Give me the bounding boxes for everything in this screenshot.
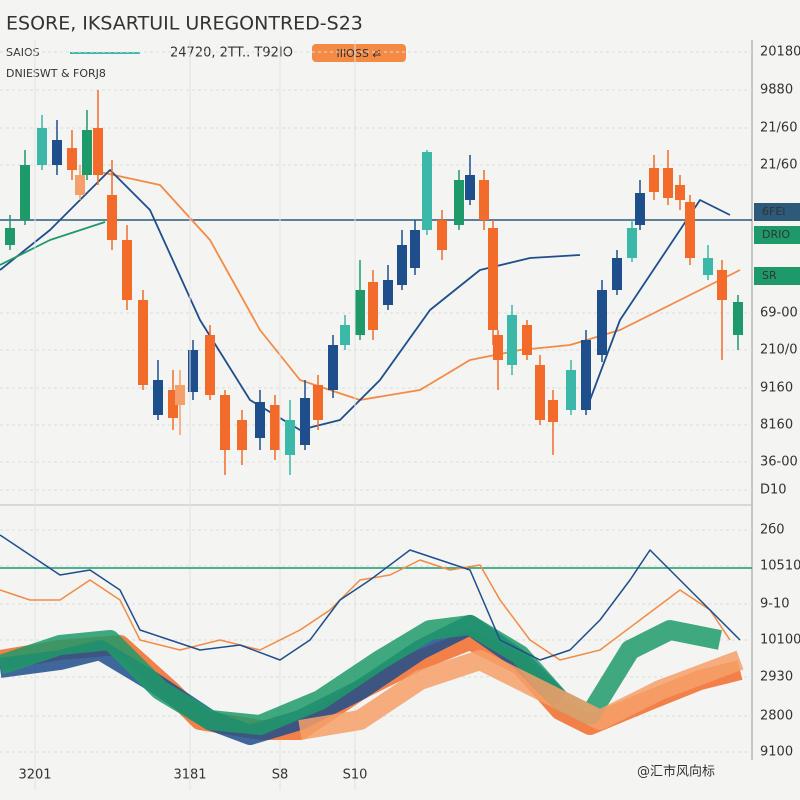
candle-body — [597, 290, 607, 355]
moving-average — [99, 171, 741, 401]
candle-body — [612, 258, 622, 290]
candle-body — [75, 175, 85, 195]
y-tick-label: 2800 — [760, 709, 793, 724]
candle-body — [82, 130, 92, 175]
candle-body — [37, 128, 47, 165]
candle-body — [627, 228, 637, 258]
candle-body — [328, 345, 338, 390]
candle-body — [488, 228, 498, 330]
price-tag — [754, 267, 800, 285]
y-tick-label: 2б0 — [760, 523, 785, 538]
y-tick-label: 9160 — [760, 381, 793, 396]
candle-body — [93, 128, 103, 175]
candle-body — [355, 290, 365, 335]
line — [0, 534, 741, 661]
line — [0, 559, 731, 661]
candle-body — [410, 230, 420, 268]
candle-body — [255, 402, 265, 438]
candle-body — [52, 140, 62, 165]
candle-body — [107, 195, 117, 240]
candle-body — [522, 325, 532, 355]
y-tick-label: 9-10 — [760, 597, 790, 612]
y-tick-label: 36-00 — [760, 455, 798, 470]
candle-body — [635, 193, 645, 225]
candle-body — [437, 220, 447, 250]
badge — [312, 44, 406, 62]
moving-average — [0, 221, 106, 266]
y-tick-label: 8160 — [760, 418, 793, 433]
y-tick-label: 2930 — [760, 670, 793, 685]
price-tag — [754, 226, 800, 244]
ribbon — [0, 615, 722, 735]
candle-body — [153, 380, 163, 415]
y-tick-label: D10 — [760, 483, 787, 498]
moving-average — [589, 199, 731, 401]
ribbon — [298, 650, 744, 740]
candle-body — [685, 202, 695, 258]
candle-body — [5, 228, 15, 245]
y-tick-label: 10510 — [760, 559, 800, 574]
candle-body — [67, 148, 77, 170]
y-tick-label: 9100 — [760, 745, 793, 760]
candle-body — [368, 282, 378, 330]
x-tick-label: S8 — [272, 768, 289, 783]
y-tick-label: 69-00 — [760, 306, 798, 321]
candle-body — [205, 335, 215, 395]
candle-body — [313, 385, 323, 420]
candle-body — [733, 302, 743, 335]
x-tick-label: S10 — [343, 768, 368, 783]
candle-body — [383, 280, 393, 305]
candle-body — [175, 385, 185, 405]
candle-body — [168, 390, 178, 418]
candle-body — [566, 370, 576, 410]
price-tag — [754, 203, 800, 221]
candle-body — [507, 315, 517, 365]
candle-body — [397, 245, 407, 285]
candle-body — [422, 152, 432, 230]
price-tag-label: DRIO — [762, 228, 790, 241]
candle-body — [675, 185, 685, 200]
candle-body — [535, 365, 545, 420]
candle-body — [581, 340, 591, 410]
candle-body — [188, 350, 198, 392]
chart-title: ESORE, IKSARTUIL UREGONTRED-S23 — [6, 13, 363, 35]
y-tick-label: 9880 — [760, 83, 793, 98]
y-tick-label: 21/60 — [760, 158, 797, 173]
y-tick-label: 210/0 — [760, 343, 797, 358]
candle-body — [138, 300, 148, 385]
candle-body — [220, 395, 230, 450]
candle-body — [340, 325, 350, 345]
watermark: @汇市风向标 — [637, 764, 715, 780]
candle-body — [300, 398, 310, 445]
candle-body — [454, 180, 464, 225]
candle-body — [548, 400, 558, 422]
price-tag-label: 6FEI — [762, 205, 786, 218]
candle-body — [649, 168, 659, 192]
candle-body — [270, 405, 280, 450]
candle-body — [663, 168, 673, 198]
candle-body — [703, 258, 713, 275]
candle-body — [493, 335, 503, 360]
price-tag-label: SR — [762, 269, 777, 282]
x-tick-label: 3181 — [173, 768, 206, 783]
x-tick-label: 3201 — [18, 768, 51, 783]
badge-label: IIIOSS ⇄ — [336, 47, 381, 60]
candle-body — [122, 240, 132, 300]
candle-body — [237, 420, 247, 450]
y-tick-label: 10100 — [760, 633, 800, 648]
candle-body — [479, 180, 489, 220]
legend-label: DNIESWT & FORJ8 — [6, 67, 106, 80]
candle-body — [717, 270, 727, 300]
candle-body — [465, 175, 475, 200]
y-tick-label: 20180 — [760, 45, 800, 60]
candle-body — [20, 165, 30, 220]
legend-label: SAIOS — [6, 46, 40, 59]
y-tick-label: 21/60 — [760, 121, 797, 136]
candle-body — [285, 420, 295, 455]
subtitle: 24720, 2TT.. T92IO — [170, 46, 293, 61]
